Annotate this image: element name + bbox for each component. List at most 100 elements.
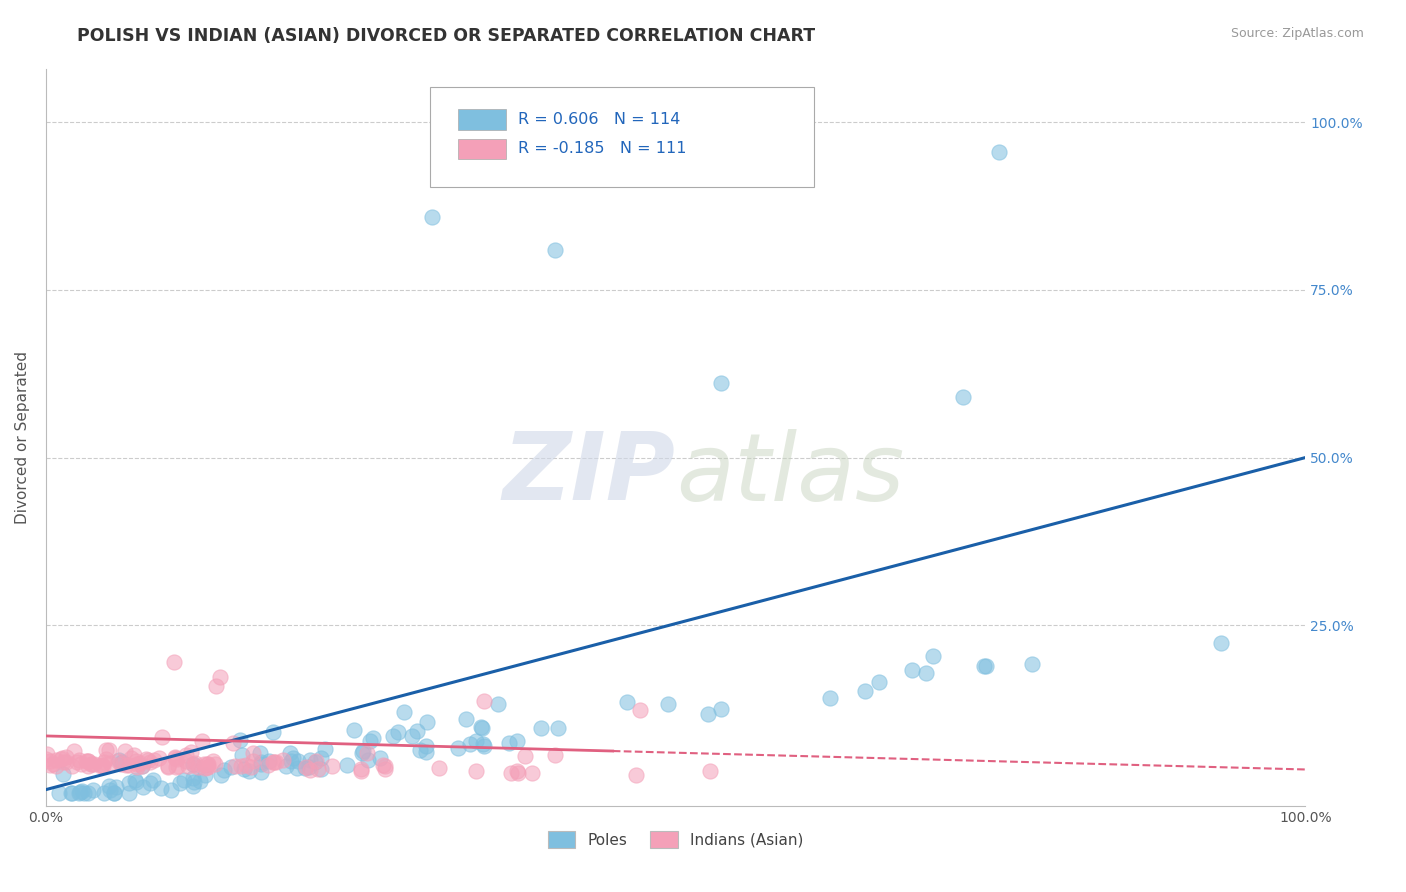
Point xyxy=(471,721,494,735)
Point xyxy=(415,745,437,759)
Point xyxy=(181,771,204,785)
Point xyxy=(76,754,98,768)
Point xyxy=(127,760,149,774)
Point xyxy=(173,773,195,788)
Point xyxy=(209,670,232,684)
Point xyxy=(98,783,121,797)
Text: R = -0.185   N = 111: R = -0.185 N = 111 xyxy=(519,142,686,156)
Point xyxy=(45,758,67,772)
Point xyxy=(357,753,380,767)
Point xyxy=(118,776,141,790)
Point xyxy=(183,775,205,789)
Point xyxy=(287,755,309,769)
Point xyxy=(678,136,700,151)
Point xyxy=(271,754,294,768)
Point xyxy=(474,739,496,753)
Point xyxy=(987,145,1010,160)
Point xyxy=(202,755,225,769)
Point xyxy=(55,755,77,769)
Point xyxy=(427,761,450,775)
Point xyxy=(343,723,366,737)
Point xyxy=(350,763,373,777)
Point xyxy=(67,753,90,767)
Point xyxy=(167,758,190,772)
Point xyxy=(280,754,302,768)
Point xyxy=(294,761,316,775)
Point xyxy=(70,783,93,797)
Point xyxy=(159,782,181,797)
Point xyxy=(522,766,544,780)
Point xyxy=(90,758,112,772)
Point xyxy=(197,757,219,772)
Point xyxy=(406,724,429,739)
Point xyxy=(60,786,83,800)
Point xyxy=(91,758,114,772)
Point xyxy=(628,703,651,717)
Point xyxy=(150,730,173,744)
Bar xyxy=(458,138,506,160)
Point xyxy=(250,757,273,772)
Point xyxy=(124,773,146,788)
Point xyxy=(163,751,186,765)
Point xyxy=(915,665,938,680)
Point xyxy=(401,729,423,743)
Point xyxy=(77,786,100,800)
Point xyxy=(321,759,343,773)
Point xyxy=(222,736,245,750)
Text: atlas: atlas xyxy=(676,429,904,520)
Point xyxy=(166,752,188,766)
Point xyxy=(853,684,876,698)
Point xyxy=(304,755,326,769)
Point xyxy=(45,754,67,768)
Point xyxy=(118,786,141,800)
Point xyxy=(616,695,638,709)
Point xyxy=(381,729,404,743)
Point xyxy=(696,707,718,722)
Point xyxy=(60,786,83,800)
Point xyxy=(256,757,278,772)
Point xyxy=(114,743,136,757)
Point xyxy=(197,759,219,773)
Point xyxy=(94,752,117,766)
Point xyxy=(60,759,83,773)
Point xyxy=(35,747,58,761)
Point xyxy=(505,764,527,778)
Point xyxy=(710,702,733,716)
Point xyxy=(454,713,477,727)
Point xyxy=(63,744,86,758)
Point xyxy=(39,754,62,768)
Point xyxy=(184,756,207,771)
Point xyxy=(69,756,91,771)
Point xyxy=(263,755,285,769)
Point xyxy=(190,734,212,748)
Point xyxy=(108,753,131,767)
Point xyxy=(361,731,384,745)
Point xyxy=(51,751,73,765)
Point xyxy=(974,659,997,673)
Point xyxy=(305,754,328,768)
Point xyxy=(547,721,569,735)
Point xyxy=(257,755,280,769)
Point xyxy=(80,757,103,772)
Point xyxy=(295,760,318,774)
Point xyxy=(416,715,439,730)
Point xyxy=(387,724,409,739)
Point xyxy=(131,759,153,773)
Point xyxy=(125,757,148,772)
Point xyxy=(193,756,215,771)
Point xyxy=(818,691,841,706)
Point xyxy=(209,768,232,782)
Point xyxy=(111,755,134,769)
Point xyxy=(374,759,396,773)
Point xyxy=(350,764,373,778)
Point xyxy=(52,756,75,770)
Point xyxy=(238,764,260,779)
Point xyxy=(174,747,197,762)
Point xyxy=(544,244,567,258)
Point xyxy=(122,747,145,762)
Text: ZIP: ZIP xyxy=(503,428,676,520)
Point xyxy=(98,743,121,757)
Point xyxy=(579,116,602,130)
Point xyxy=(249,746,271,760)
Point xyxy=(371,757,394,772)
